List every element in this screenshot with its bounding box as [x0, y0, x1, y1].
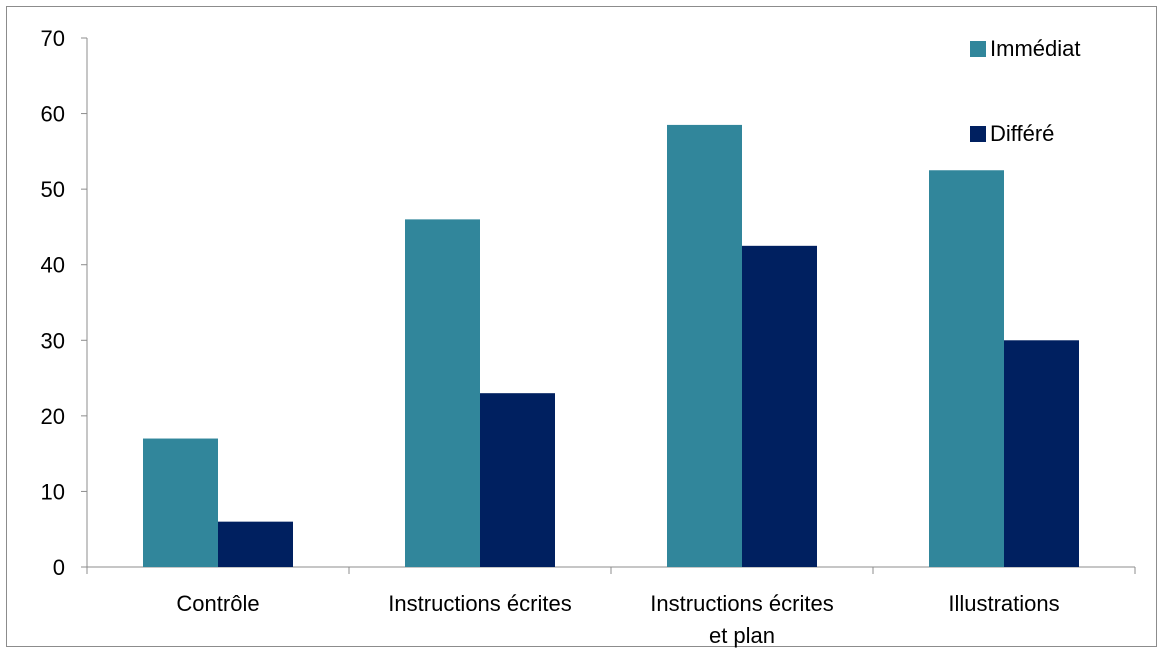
y-tick-label: 10: [41, 479, 65, 504]
bar-differe: [1004, 340, 1079, 567]
bar-immediat: [667, 124, 742, 568]
legend-swatch: [970, 41, 986, 57]
y-tick-label: 50: [41, 177, 65, 202]
x-category-label: Contrôle: [176, 591, 259, 616]
bar-immediat: [405, 219, 480, 567]
y-tick-label: 20: [41, 404, 65, 429]
legend-label: Immédiat: [990, 36, 1080, 61]
x-category-label: et plan: [709, 623, 775, 648]
bar-differe: [480, 393, 555, 567]
bar-immediat: [143, 438, 218, 567]
y-tick-label: 0: [53, 555, 65, 580]
y-tick-label: 60: [41, 102, 65, 127]
x-category-label: Instructions écrites: [650, 591, 833, 616]
y-tick-label: 40: [41, 253, 65, 278]
x-category-label: Illustrations: [948, 591, 1059, 616]
bar-immediat: [929, 170, 1004, 567]
y-tick-label: 30: [41, 328, 65, 353]
bar-differe: [742, 245, 817, 568]
legend-swatch: [970, 126, 986, 142]
x-category-label: Instructions écrites: [388, 591, 571, 616]
bar-differe: [218, 521, 293, 567]
legend-label: Différé: [990, 121, 1054, 146]
y-tick-label: 70: [41, 26, 65, 51]
